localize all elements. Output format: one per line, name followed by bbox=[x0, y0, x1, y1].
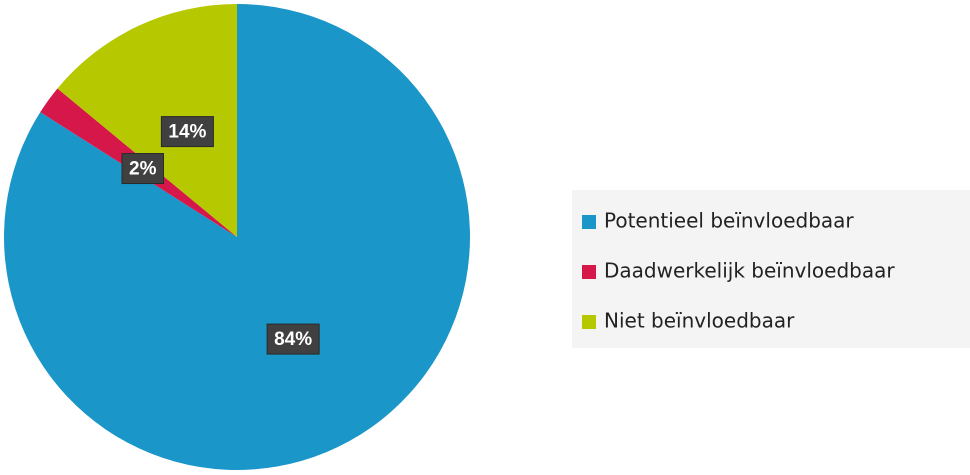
pie-slice bbox=[3, 4, 470, 470]
data-label-box bbox=[266, 323, 320, 355]
legend-label: Niet beïnvloedbaar bbox=[604, 309, 795, 333]
legend-label: Daadwerkelijk beïnvloedbaar bbox=[604, 259, 895, 283]
legend-label: Potentieel beïnvloedbaar bbox=[604, 209, 854, 233]
legend-swatch bbox=[582, 265, 596, 279]
data-label: 14% bbox=[168, 122, 206, 143]
data-label-box bbox=[121, 153, 164, 185]
data-label: 2% bbox=[129, 159, 157, 180]
legend-swatch bbox=[582, 315, 596, 329]
data-label-box bbox=[160, 116, 214, 148]
pie-slice bbox=[57, 4, 237, 237]
legend-swatch bbox=[582, 215, 596, 229]
data-label: 84% bbox=[274, 329, 312, 350]
legend-box bbox=[572, 190, 970, 348]
